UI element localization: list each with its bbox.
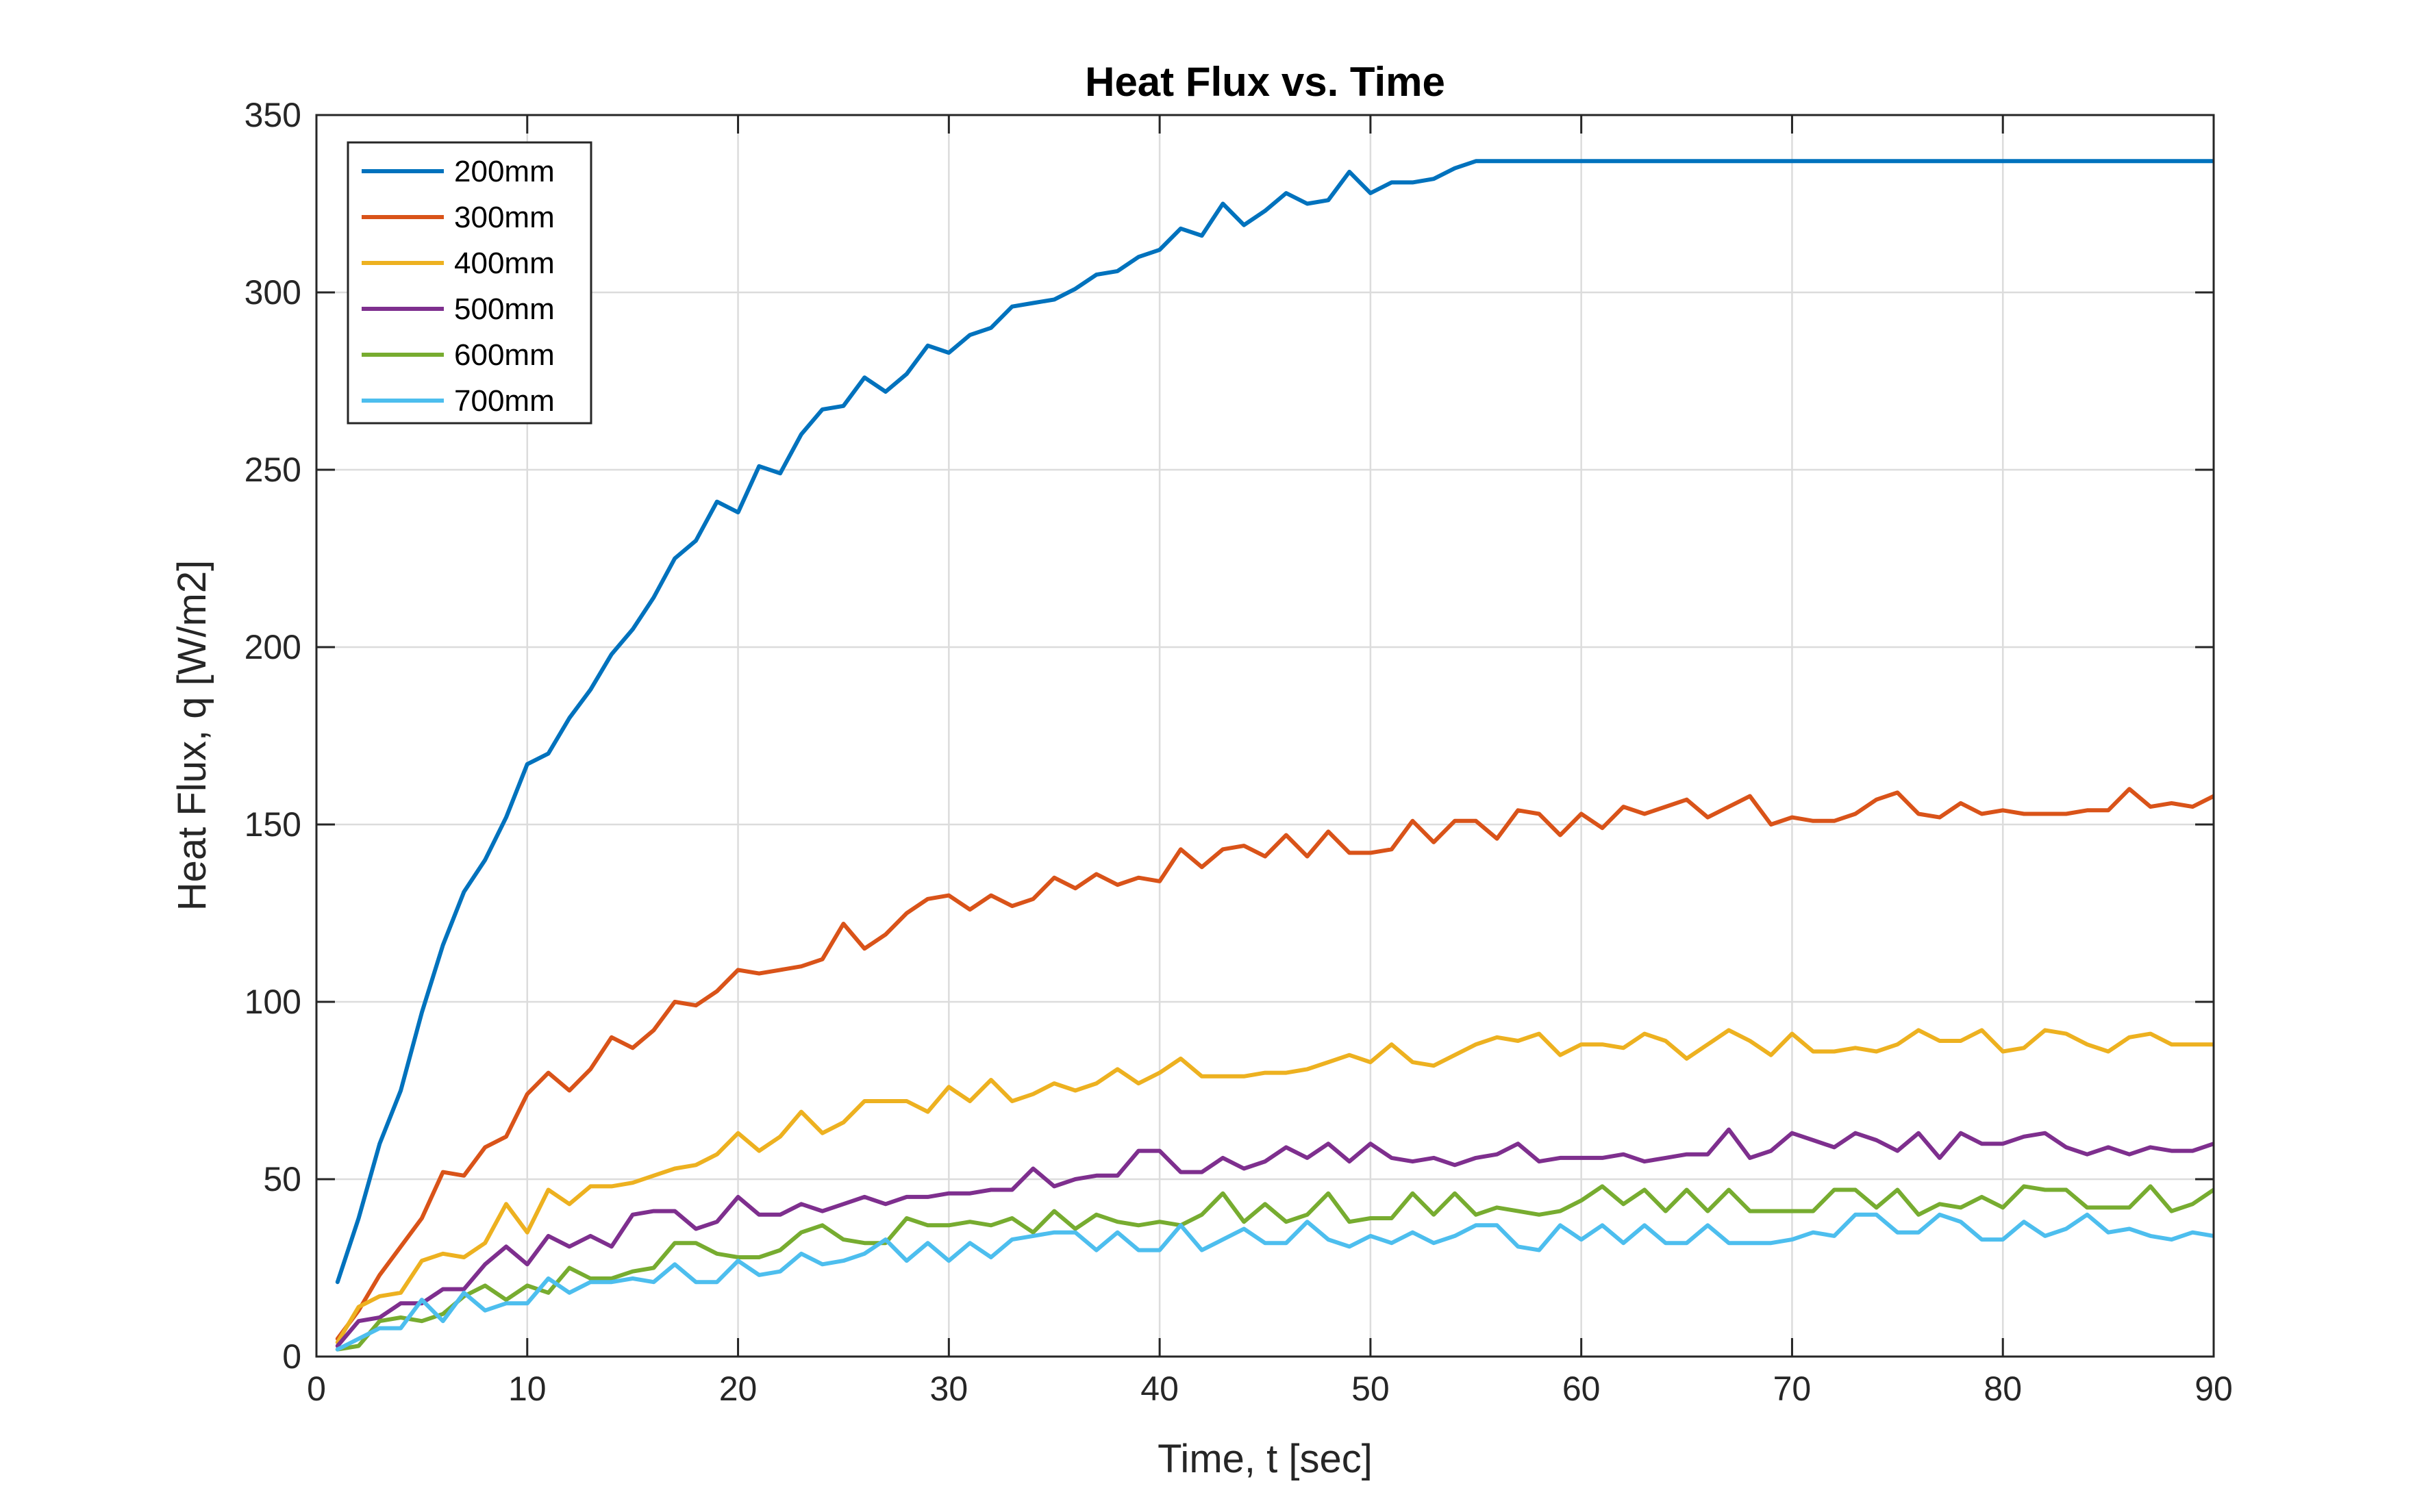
x-tick-label: 80 [1984,1370,2022,1408]
series-line-700mm [335,1212,2214,1352]
series-line-300mm [335,787,2214,1341]
y-tick-label: 0 [282,1337,301,1376]
legend: 200mm 300mm 400mm 500mm 600mm 700mm [347,141,592,425]
grid-layer [316,115,2214,1357]
series-line-200mm [335,159,2214,1285]
x-tick-label: 60 [1562,1370,1601,1408]
chart-title: Heat Flux vs. Time [1085,59,1445,105]
y-tick-label: 50 [263,1160,301,1198]
x-tick-label: 90 [2194,1370,2233,1408]
legend-label-200mm: 200mm [454,155,555,188]
series-line-500mm [335,1127,2214,1348]
legend-label-400mm: 400mm [454,247,555,280]
x-tick-label: 0 [307,1370,326,1408]
y-tick-label: 250 [245,451,301,489]
x-tick-label: 50 [1351,1370,1390,1408]
x-tick-label: 40 [1140,1370,1179,1408]
series-line-600mm [335,1184,2214,1352]
series-line-400mm [335,1028,2214,1345]
y-tick-label: 150 [245,805,301,844]
x-tick-label: 30 [930,1370,968,1408]
series-layer [335,159,2214,1352]
x-tick-label: 70 [1773,1370,1812,1408]
plot-frame [315,114,2215,1358]
y-tick-label: 100 [245,983,301,1021]
legend-label-300mm: 300mm [454,201,555,234]
y-tick-label: 200 [245,628,301,666]
legend-label-500mm: 500mm [454,292,555,326]
x-axis-label: Time, t [sec] [1158,1437,1373,1481]
tick-layer: 0 10 20 30 40 50 60 70 80 90 0 50 100 150 200 250 300 350 [245,96,2233,1408]
y-tick-label: 300 [245,273,301,312]
x-tick-label: 20 [719,1370,758,1408]
legend-box [347,141,592,425]
y-axis-label: Heat Flux, q [W/m2] [170,560,214,911]
legend-label-600mm: 600mm [454,338,555,372]
x-tick-label: 10 [508,1370,547,1408]
legend-label-700mm: 700mm [454,384,555,418]
y-tick-label: 350 [245,96,301,134]
